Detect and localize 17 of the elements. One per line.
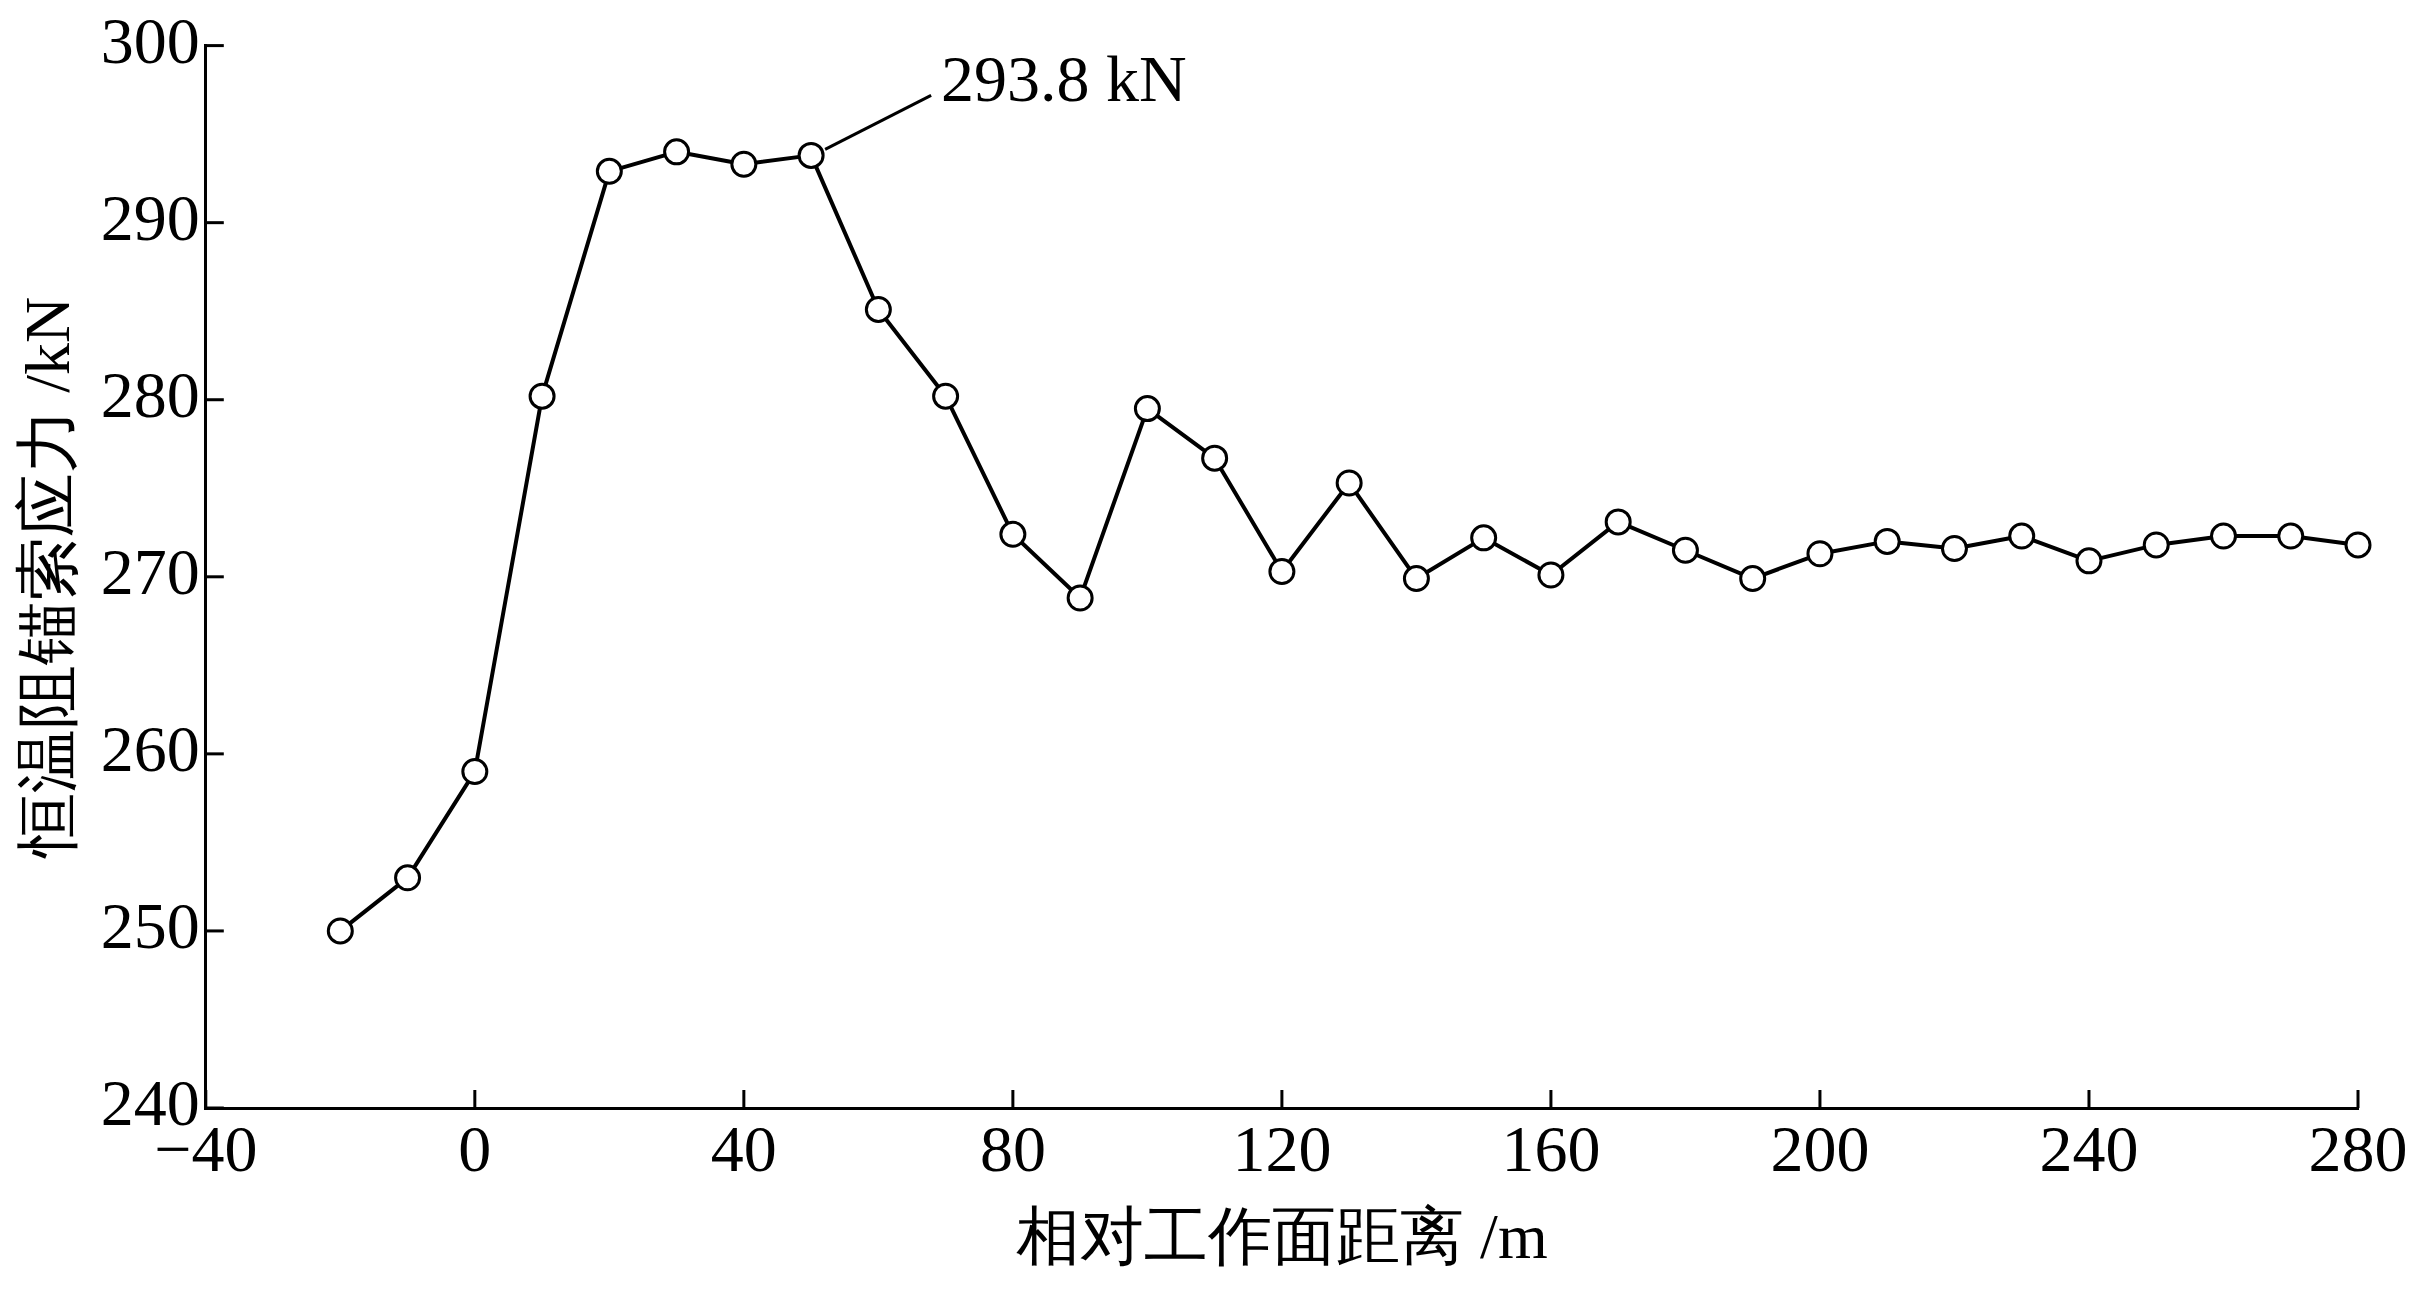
- x-tick-label: 240: [2039, 1111, 2139, 1185]
- x-tick-label: 200: [1770, 1111, 1870, 1185]
- x-axis-title: 相对工作面距离 /m: [1016, 1201, 1548, 1273]
- annotation: 293.8 kN: [941, 41, 1187, 115]
- x-tick-label: 120: [1232, 1111, 1332, 1185]
- x-tick-label: 160: [1501, 1111, 1601, 1185]
- x-tick-label: 80: [979, 1111, 1046, 1185]
- y-tick-label: 250: [100, 889, 200, 963]
- y-tick-label: 290: [100, 180, 200, 254]
- x-tick-label: 280: [2308, 1111, 2408, 1185]
- y-axis-title: 恒温阻锚索应力 /kN: [12, 296, 84, 859]
- y-tick-label: 280: [100, 358, 200, 432]
- x-tick-label: 40: [710, 1111, 777, 1185]
- x-tick-label: 0: [458, 1111, 492, 1185]
- y-tick-label: 260: [100, 712, 200, 786]
- y-tick-label: 270: [100, 535, 200, 609]
- y-tick-label: 300: [100, 3, 200, 77]
